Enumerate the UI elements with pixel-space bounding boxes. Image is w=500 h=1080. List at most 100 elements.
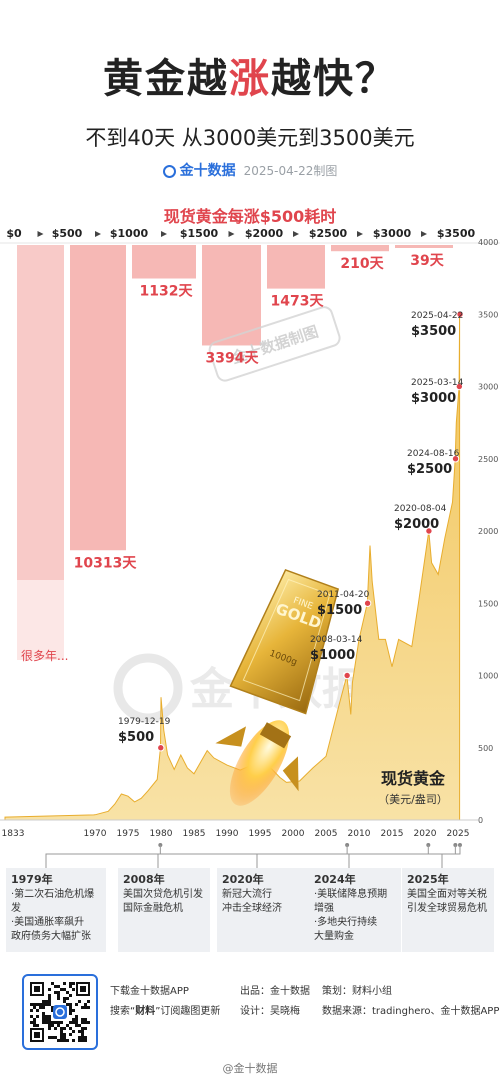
qr-code[interactable]: [22, 974, 98, 1050]
title-part-2: 越快？: [271, 56, 397, 102]
qr-module: [63, 997, 66, 1000]
qr-module: [45, 1003, 48, 1006]
arrow-icon: [421, 231, 427, 237]
bar: [132, 245, 196, 279]
qr-module: [69, 1021, 72, 1024]
qr-module: [33, 1018, 36, 1021]
qr-module: [87, 1006, 90, 1009]
producer-text: 出品：金十数据: [240, 986, 310, 997]
event-text: ·美联储降息预期: [314, 889, 388, 900]
qr-module: [39, 1006, 42, 1009]
qr-module: [48, 1015, 51, 1018]
qr-logo-ring: [55, 1007, 65, 1017]
qr-module: [33, 1003, 36, 1006]
bar-category-label: $3500: [437, 227, 476, 240]
bar-category-label: $500: [52, 227, 83, 240]
x-tick-label: 1970: [84, 829, 107, 839]
planner-text: 策划：财料小组: [322, 986, 392, 997]
brand-name: 金十数据: [179, 163, 236, 179]
qr-module: [84, 1036, 87, 1039]
qr-module: [45, 1021, 48, 1024]
event-text: 国际金融危机: [123, 903, 183, 914]
qr-module: [63, 1036, 66, 1039]
bar: [395, 245, 453, 248]
qr-module: [51, 1006, 54, 1009]
annotation-dot: [425, 527, 433, 535]
annotation-dot: [157, 744, 165, 752]
qr-module: [51, 1021, 54, 1024]
qr-module: [42, 1003, 45, 1006]
qr-module: [36, 1024, 39, 1027]
qr-module: [57, 1021, 60, 1024]
qr-module: [81, 1018, 84, 1021]
rocket-nozzle-icon: [259, 722, 292, 749]
y-tick-label: 3500: [478, 310, 498, 319]
qr-module: [48, 1003, 51, 1006]
qr-module: [81, 1027, 84, 1030]
bar-category-label: $2000: [245, 227, 284, 240]
event-connector: [157, 845, 348, 868]
event-year: 2024年: [314, 873, 356, 886]
qr-module: [63, 982, 66, 985]
x-tick-label: 1990: [216, 829, 239, 839]
qr-module: [48, 988, 51, 991]
event-card: 2025年 美国全面对等关税 引发全球贸易危机: [402, 868, 494, 952]
qr-module: [72, 1039, 75, 1042]
qr-module: [66, 1039, 69, 1042]
bar-value-label: 39天: [410, 253, 444, 269]
x-tick-label: 2015: [381, 829, 404, 839]
qr-module: [75, 1021, 78, 1024]
qr-module: [57, 1024, 60, 1027]
download-text: 下载金十数据APP: [110, 986, 189, 997]
qr-module: [81, 1030, 84, 1033]
qr-module: [54, 1021, 57, 1024]
qr-module: [48, 1036, 51, 1039]
qr-module: [63, 1033, 66, 1036]
gold-chart: $0 $500 $1000 $1500 $2000 $2500 $3000 $3500 金十数…: [0, 227, 500, 839]
designer-text: 设计：吴晓梅: [240, 1006, 300, 1017]
event-connector: [348, 845, 456, 868]
annotation-date: 2024-08-16: [407, 449, 460, 459]
event-text: 政府债务大幅扩张: [11, 931, 91, 942]
y-tick-label: 0: [478, 816, 483, 825]
qr-module: [69, 994, 72, 997]
event-text: 美国全面对等关税: [407, 889, 487, 900]
qr-module: [84, 1021, 87, 1024]
qr-module: [60, 1027, 63, 1030]
annotation-price: $3000: [411, 391, 456, 406]
qr-module: [66, 1003, 69, 1006]
arrow-icon: [293, 231, 299, 237]
qr-module: [48, 1018, 51, 1021]
rocket-fin-left-icon: [215, 726, 247, 747]
event-text: ·多地央行持续: [314, 917, 378, 928]
event-timeline: 1979年 ·第二次石油危机爆发 ·美国通胀率飙升 政府债务大幅扩张 2008年 美国次贷…: [0, 842, 500, 952]
event-card: 2020年 新冠大流行 冲击全球经济: [217, 868, 309, 952]
qr-module: [57, 994, 60, 997]
qr-module: [81, 1021, 84, 1024]
watermark-logo-icon: [113, 653, 183, 723]
bar-value-label: 210天: [340, 256, 384, 272]
qr-module: [75, 1018, 78, 1021]
qr-module: [30, 1021, 33, 1024]
bar-value-label: 1132天: [140, 284, 194, 300]
qr-module: [42, 1012, 45, 1015]
qr-module: [75, 1003, 78, 1006]
qr-module: [84, 1003, 87, 1006]
qr-module: [72, 1009, 75, 1012]
series-label: 现货黄金: [381, 769, 446, 788]
header: 黄金越涨越快？ 不到40天 从3000美元到3500美元 金十数据 2025-04…: [0, 0, 500, 200]
qr-module: [57, 1039, 60, 1042]
title-part-1: 黄金越: [103, 56, 229, 102]
annotation-dot: [455, 382, 464, 391]
x-tick-label: 1975: [117, 829, 140, 839]
bar-category-label: $1500: [180, 227, 219, 240]
annotation-date: 2025-04-22: [411, 311, 463, 321]
qr-module: [51, 1009, 54, 1012]
brand-line: 金十数据 2025-04-22制图: [0, 160, 500, 180]
qr-module: [39, 1003, 42, 1006]
qr-module: [30, 1009, 33, 1012]
event-text: 美国次贷危机引发: [123, 889, 203, 900]
qr-module: [45, 1015, 48, 1018]
qr-module: [54, 991, 57, 994]
qr-module: [48, 1021, 51, 1024]
